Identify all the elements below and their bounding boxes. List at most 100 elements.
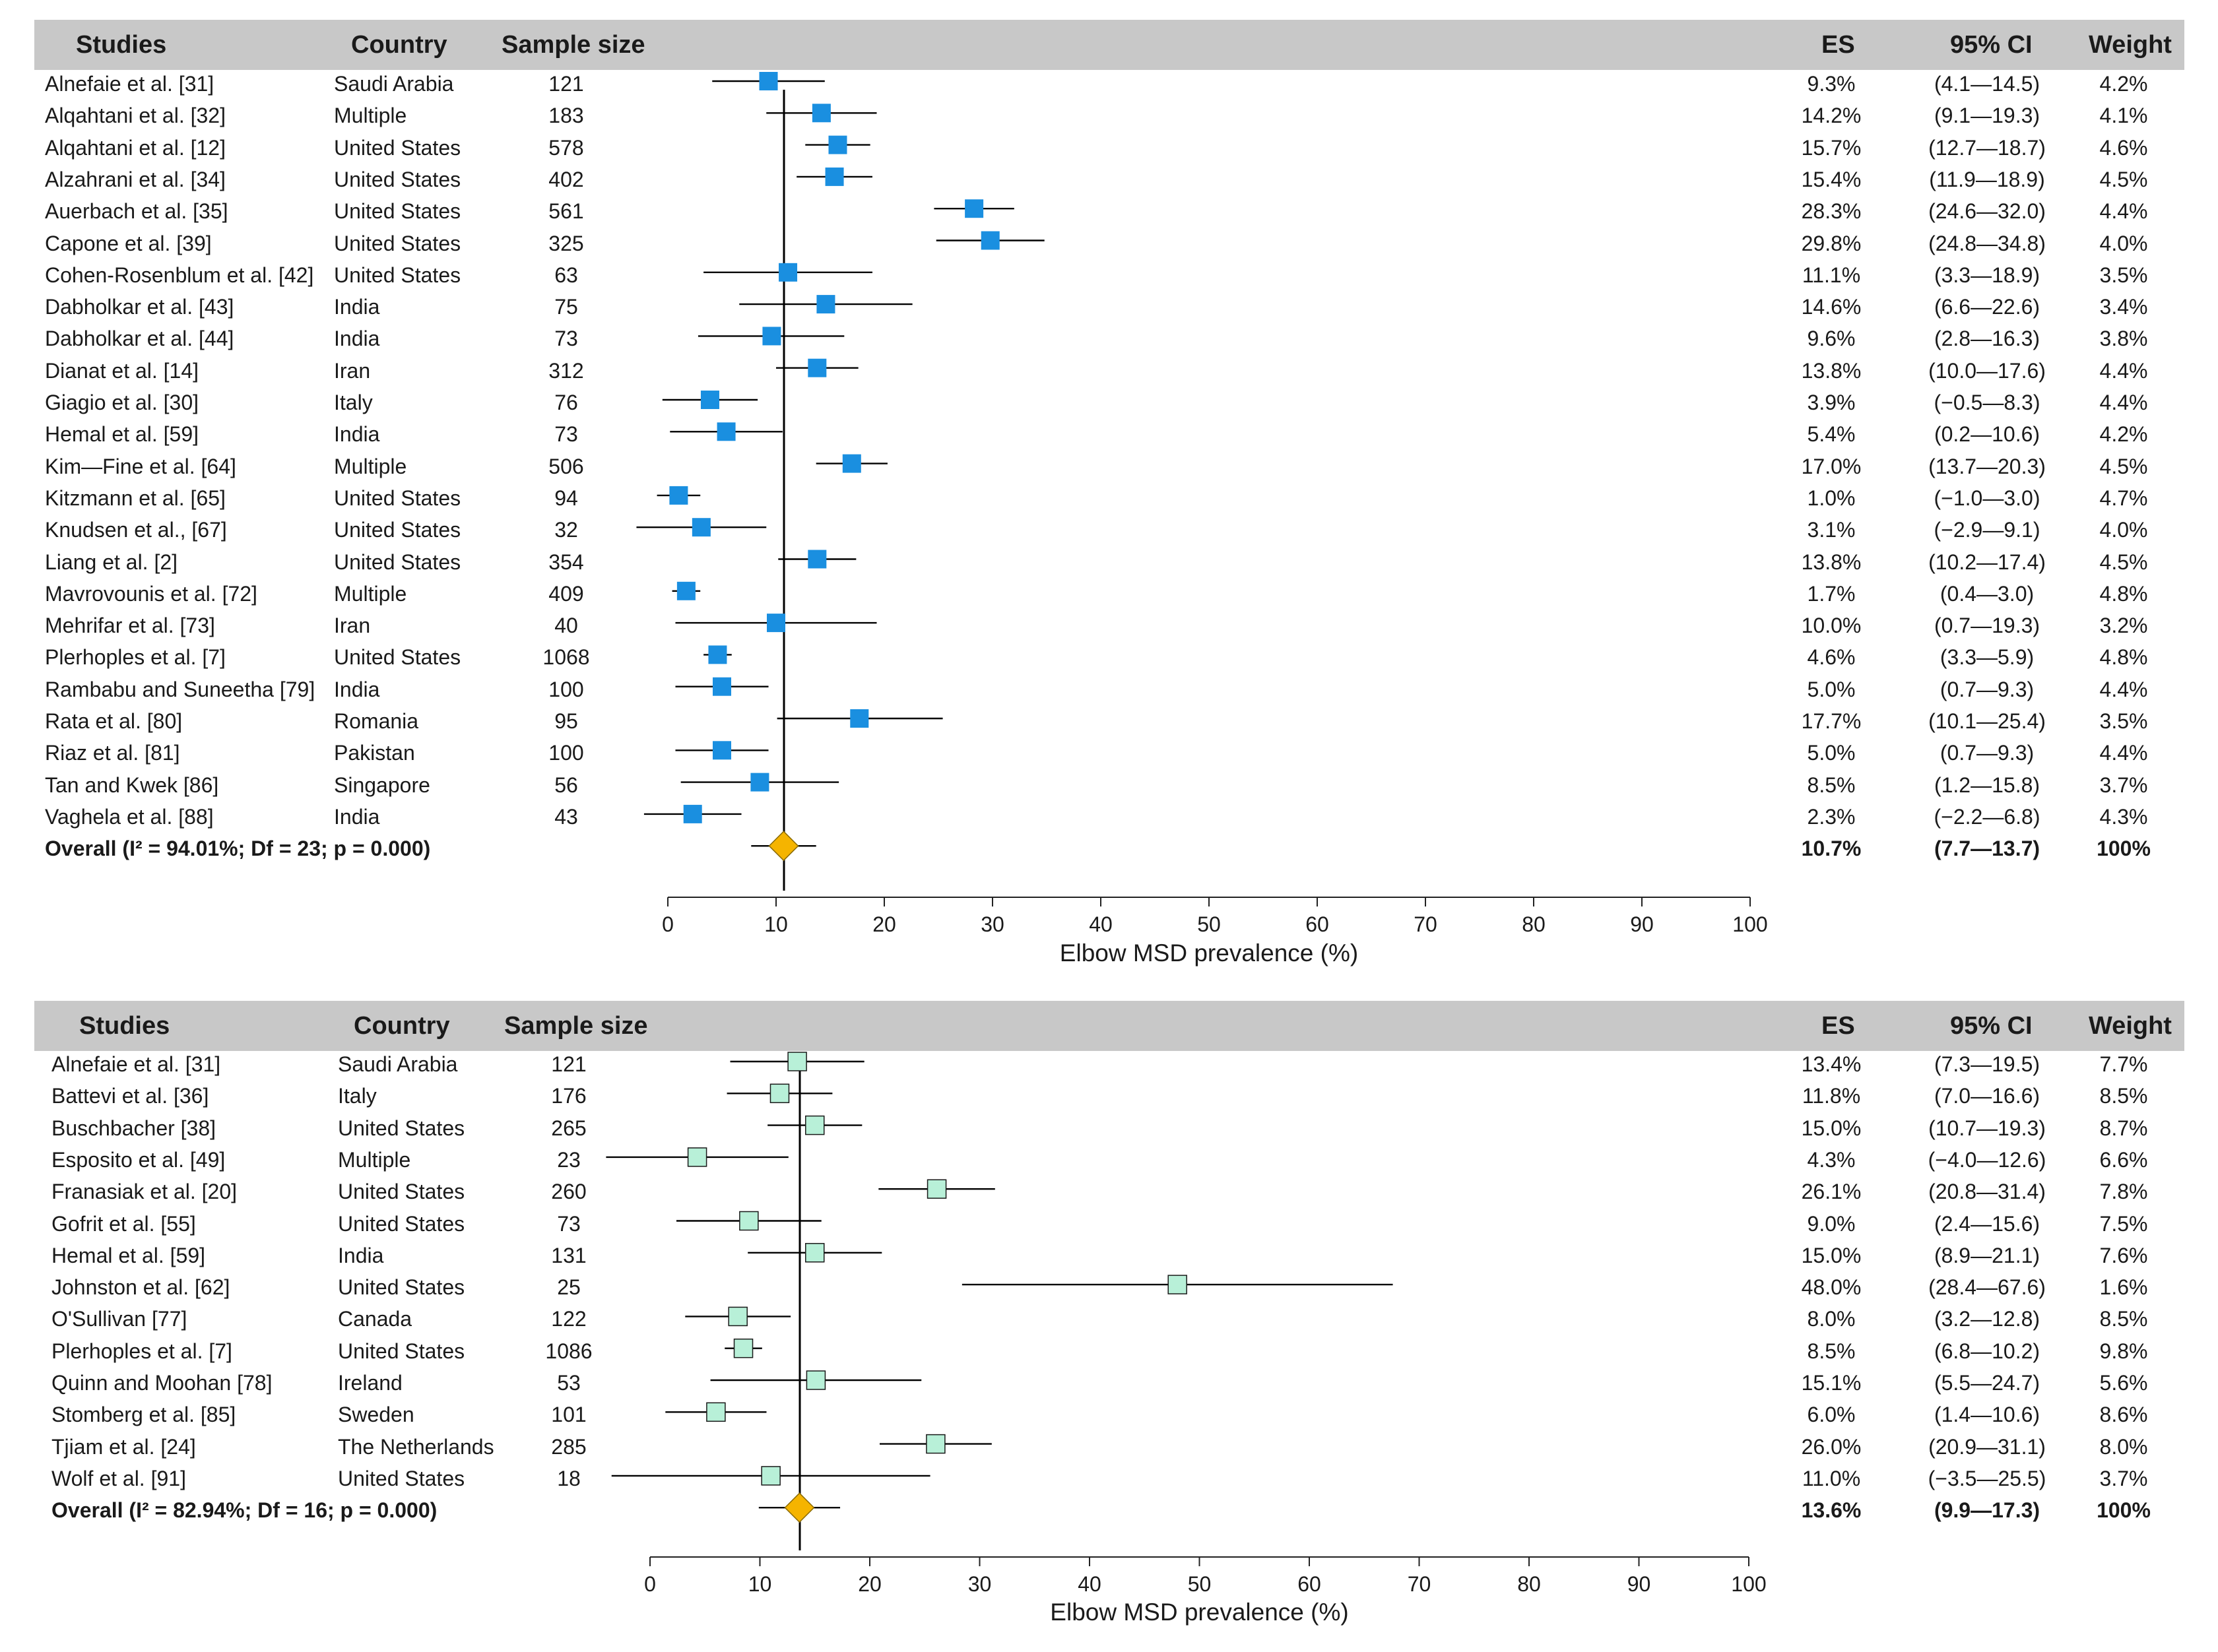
overall-diamond [768,831,799,862]
study-country: The Netherlands [338,1434,494,1459]
study-name: Plerhoples et al. [7] [45,645,226,670]
x-tick-label: 30 [968,1572,992,1596]
table-row: Tjiam et al. [24] The Netherlands 285 26.0%… [0,1431,2218,1463]
study-name: Dabholkar et al. [44] [45,327,234,351]
study-name: Auerbach et al. [35] [45,199,228,224]
study-es: 13.8% [1801,358,1862,383]
study-country: United States [338,1339,465,1363]
effect-size-marker [717,422,736,441]
study-country: India [334,422,380,447]
study-weight: 4.5% [2099,550,2148,574]
study-sample-size: 561 [548,199,584,224]
effect-size-marker [728,1306,748,1327]
study-country: Saudi Arabia [338,1052,458,1076]
study-ci: (2.4—15.6) [1934,1211,2040,1236]
table-row: Dianat et al. [14] Iran 312 13.8% (10.0—17.6… [0,355,2218,387]
study-country: Iran [334,358,371,383]
study-weight: 7.6% [2099,1243,2148,1267]
study-name: Battevi et al. [36] [51,1084,209,1108]
study-weight: 4.0% [2099,518,2148,542]
study-sample-size: 260 [551,1180,587,1204]
study-sample-size: 121 [551,1052,587,1076]
study-weight: 4.4% [2099,741,2148,765]
study-sample-size: 1086 [545,1339,593,1363]
study-country: United States [334,135,461,160]
study-es: 5.0% [1807,677,1856,701]
study-sample-size: 265 [551,1116,587,1140]
table-row: Kitzmann et al. [65] United States 94 1.0% (… [0,482,2218,514]
study-es: 48.0% [1801,1275,1862,1300]
study-weight: 4.7% [2099,486,2148,510]
study-weight: 3.7% [2099,1466,2148,1490]
x-tick-label: 50 [1197,912,1221,936]
study-name: Esposito et al. [49] [51,1147,226,1172]
study-ci: (10.2—17.4) [1928,550,2046,574]
study-name: Knudsen et al., [67] [45,518,227,542]
table-row: Gofrit et al. [55] United States 73 9.0% (2.… [0,1208,2218,1240]
study-sample-size: 25 [557,1275,581,1300]
overall-ci: (9.9—17.3) [1934,1498,2040,1523]
study-ci: (24.6—32.0) [1928,199,2046,224]
table-row: Dabholkar et al. [43] India 75 14.6% (6.6—22… [0,291,2218,323]
study-country: India [338,1243,384,1267]
study-ci: (20.8—31.4) [1928,1180,2046,1204]
table-row: Quinn and Moohan [78] Ireland 53 15.1% (5.5—… [0,1367,2218,1399]
study-ci: (1.4—10.6) [1934,1403,2040,1427]
effect-size-marker [713,677,731,696]
study-name: Buschbacher [38] [51,1116,216,1140]
study-country: United States [334,167,461,191]
study-name: Alqahtani et al. [12] [45,135,226,160]
table-row: Rambabu and Suneetha [79] India 100 5.0% (0.… [0,674,2218,705]
study-name: Vaghela et al. [88] [45,804,214,829]
effect-size-marker [708,645,727,664]
table-row: Plerhoples et al. [7] United States 1086 8.… [0,1335,2218,1367]
table-row: Hemal et al. [59] India 131 15.0% (8.9—21.1)… [0,1240,2218,1271]
study-ci: (3.2—12.8) [1934,1307,2040,1331]
study-country: Romania [334,709,419,733]
x-tick-label: 60 [1297,1572,1321,1596]
study-es: 2.3% [1807,804,1856,829]
study-sample-size: 23 [557,1147,581,1172]
study-country: United States [338,1466,465,1490]
study-es: 3.9% [1807,391,1856,414]
x-tick-label: 30 [981,912,1004,936]
table-row: Johnston et al. [62] United States 25 48.0%… [0,1271,2218,1303]
study-ci: (−1.0—3.0) [1934,486,2040,510]
header-sample-size: Sample size [504,1012,648,1040]
study-weight: 4.4% [2099,677,2148,701]
study-ci: (4.1—14.5) [1934,72,2040,96]
study-sample-size: 176 [551,1084,587,1108]
study-es: 13.8% [1801,550,1862,574]
study-country: United States [334,486,461,510]
study-weight: 8.5% [2099,1084,2148,1108]
x-tick-label: 80 [1517,1572,1541,1596]
x-tick-label: 20 [872,912,896,936]
study-weight: 8.6% [2099,1403,2148,1427]
effect-size-marker [762,327,781,346]
study-country: Sweden [338,1403,414,1427]
study-name: Tan and Kwek [86] [45,773,219,797]
table-row: Liang et al. [2] United States 354 13.8% (10… [0,546,2218,578]
overall-diamond [784,1492,815,1523]
study-weight: 3.5% [2099,263,2148,287]
study-sample-size: 101 [551,1403,587,1427]
effect-size-marker [805,1243,825,1263]
effect-size-marker [779,263,798,282]
x-tick-label: 50 [1188,1572,1212,1596]
study-country: Italy [338,1084,377,1108]
table-header: Studies Country Sample size ES 95% CI Weight [34,20,2184,70]
study-sample-size: 285 [551,1434,587,1459]
study-sample-size: 94 [554,486,578,510]
effect-size-marker [806,1370,826,1390]
study-name: Gofrit et al. [55] [51,1211,196,1236]
study-name: Rambabu and Suneetha [79] [45,677,315,701]
study-sample-size: 75 [554,295,578,319]
x-tick-label: 70 [1408,1572,1431,1596]
study-ci: (−4.0—12.6) [1928,1147,2046,1172]
study-weight: 4.0% [2099,231,2148,255]
effect-size-marker [981,231,1000,250]
study-sample-size: 1068 [542,645,590,670]
x-axis-label: Elbow MSD prevalence (%) [1059,939,1359,967]
study-es: 3.1% [1807,518,1856,542]
